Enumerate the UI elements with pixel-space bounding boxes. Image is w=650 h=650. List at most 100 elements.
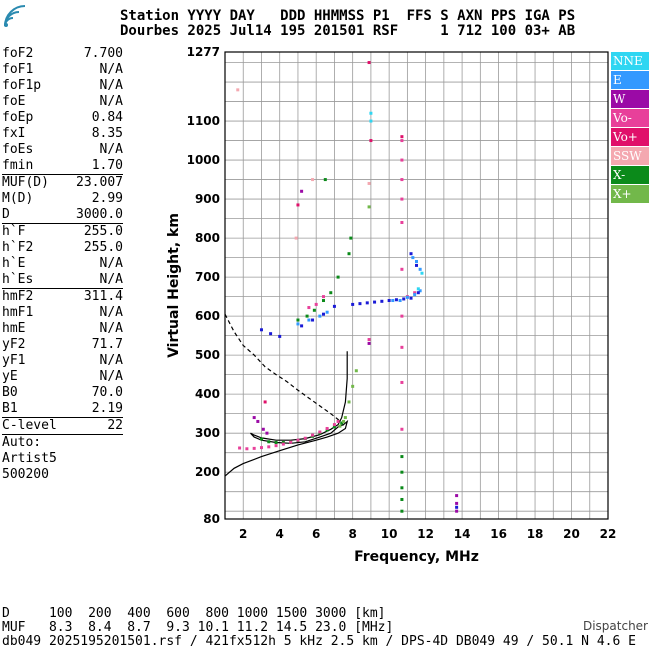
param-row: fmin 1.70: [2, 158, 123, 174]
data-point: [307, 318, 311, 322]
param-row: foF2 7.700: [2, 46, 123, 62]
data-point: [311, 433, 315, 437]
param-row: hmF1 N/A: [2, 305, 123, 321]
legend-item-w: W: [611, 90, 649, 108]
param-row: D 3000.0: [2, 207, 123, 223]
param-label: D: [2, 207, 10, 222]
data-point: [455, 509, 459, 513]
data-point: [259, 328, 263, 332]
param-row: fxI 8.35: [2, 126, 123, 142]
param-label: foF1: [2, 62, 34, 77]
param-label: hmF2: [2, 289, 34, 304]
param-value: N/A: [99, 142, 123, 157]
data-point: [321, 312, 325, 316]
param-value: N/A: [99, 305, 123, 320]
data-point: [289, 440, 293, 444]
param-row: yE N/A: [2, 369, 123, 385]
data-point: [338, 424, 342, 428]
profile-dashed-curve: [224, 313, 344, 426]
data-point: [365, 301, 369, 305]
param-label: fxI: [2, 126, 26, 141]
data-point: [398, 299, 402, 303]
data-point: [252, 416, 256, 420]
data-point: [420, 271, 424, 275]
data-point: [358, 302, 362, 306]
param-value: N/A: [99, 94, 123, 109]
param-row: MUF(D) 23.007: [2, 175, 123, 191]
data-point: [267, 440, 271, 444]
param-label: h`Es: [2, 272, 34, 287]
param-label: foE: [2, 94, 26, 109]
param-value: N/A: [99, 321, 123, 336]
param-value: 70.0: [91, 385, 123, 400]
x-tick-label: 6: [312, 527, 320, 541]
data-point: [236, 88, 240, 92]
data-point: [274, 444, 278, 448]
param-value: 311.4: [83, 289, 123, 304]
param-row: foE N/A: [2, 94, 123, 110]
param-label: Artist5: [2, 451, 57, 466]
data-point: [259, 446, 263, 450]
data-point: [367, 205, 371, 209]
param-row: h`F2 255.0: [2, 240, 123, 256]
data-point: [415, 263, 418, 267]
param-label: M(D): [2, 191, 34, 206]
param-row: foEs N/A: [2, 142, 123, 158]
data-point: [307, 306, 311, 310]
param-value: 7.700: [83, 46, 123, 61]
data-point: [400, 197, 404, 201]
param-value: 71.7: [91, 337, 123, 352]
param-value: 2.19: [91, 401, 123, 416]
param-label: h`F2: [2, 240, 34, 255]
param-row: M(D) 2.99: [2, 191, 123, 207]
data-point: [405, 295, 409, 299]
data-point: [245, 447, 249, 451]
param-value: N/A: [99, 272, 123, 287]
param-row: yF2 71.7: [2, 337, 123, 353]
data-point: [332, 423, 336, 427]
data-point: [312, 308, 316, 312]
param-separator: [2, 174, 123, 175]
y-tick-label: 500: [195, 348, 220, 362]
dispatcher-label: Dispatcher: [582, 619, 648, 633]
data-point: [325, 428, 329, 432]
param-value: N/A: [99, 369, 123, 384]
data-point: [400, 139, 404, 143]
x-tick-label: 22: [600, 527, 617, 541]
legend-item-x: X-: [611, 166, 649, 184]
param-value: N/A: [99, 78, 123, 93]
param-label: foEp: [2, 110, 34, 125]
y-tick-label: 900: [195, 192, 220, 206]
param-label: foF2: [2, 46, 34, 61]
data-point: [351, 384, 355, 388]
data-point: [409, 296, 413, 300]
data-point: [259, 437, 263, 441]
data-point: [311, 178, 315, 182]
param-value: 23.007: [76, 175, 123, 190]
param-row: h`F 255.0: [2, 224, 123, 240]
header-line-1: Station YYYY DAY DDD HHMMSS P1 FFS S AXN…: [120, 8, 576, 24]
param-label: yF2: [2, 337, 26, 352]
data-point: [387, 299, 391, 303]
y-tick-label: 1000: [187, 153, 220, 167]
data-point: [349, 236, 353, 240]
param-row: C-level 22: [2, 418, 123, 434]
data-point: [281, 441, 285, 445]
data-point: [265, 431, 269, 435]
legend-item-vo: Vo+: [611, 128, 649, 146]
data-point: [394, 298, 398, 302]
data-point: [332, 425, 336, 429]
param-label: B1: [2, 401, 18, 416]
legend: NNE E W Vo- Vo+ SSW X- X+: [611, 52, 649, 204]
legend-item-x: X+: [611, 185, 649, 203]
data-point: [238, 446, 242, 450]
legend-item-nne: NNE: [611, 52, 649, 70]
data-point: [294, 236, 298, 240]
data-point: [373, 300, 377, 304]
param-row: hmF2 311.4: [2, 289, 123, 305]
data-point: [402, 297, 406, 301]
param-label: fmin: [2, 158, 34, 173]
x-tick-label: 12: [417, 527, 434, 541]
param-label: hmF1: [2, 305, 34, 320]
param-row: foF1p N/A: [2, 78, 123, 94]
